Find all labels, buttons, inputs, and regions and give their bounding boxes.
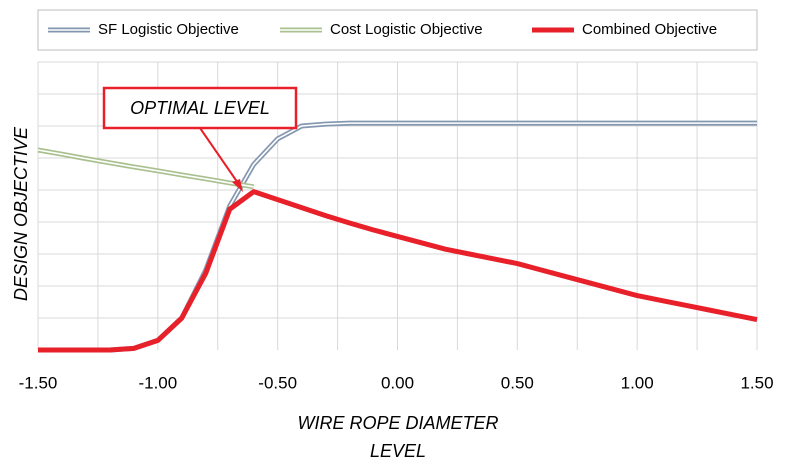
legend-label: Combined Objective [582, 21, 717, 38]
x-tick-label: 1.00 [621, 373, 654, 392]
x-tick-label: -0.50 [258, 373, 297, 392]
y-axis-title: DESIGN OBJECTIVE [11, 126, 31, 301]
x-tick-label: 1.50 [740, 373, 773, 392]
annotation-arrow [199, 127, 241, 187]
annotation-box [102, 86, 298, 130]
legend-box [37, 9, 758, 51]
x-tick-label: 0.50 [501, 373, 534, 392]
x-tick-label: -1.50 [19, 373, 58, 392]
annotation: OPTIMAL LEVEL [130, 98, 270, 118]
lines [37, 120, 758, 353]
x-axis-title: LEVEL [370, 441, 426, 461]
x-tick-label: -1.00 [138, 373, 177, 392]
series-line [38, 189, 758, 353]
series-line-inner [37, 149, 254, 188]
x-axis-title: WIRE ROPE DIAMETER [297, 413, 498, 433]
legend-label: Cost Logistic Objective [330, 21, 483, 38]
legend-label: SF Logistic Objective [98, 21, 239, 38]
x-tick-label: 0.00 [381, 373, 414, 392]
arrow-head [232, 179, 243, 192]
